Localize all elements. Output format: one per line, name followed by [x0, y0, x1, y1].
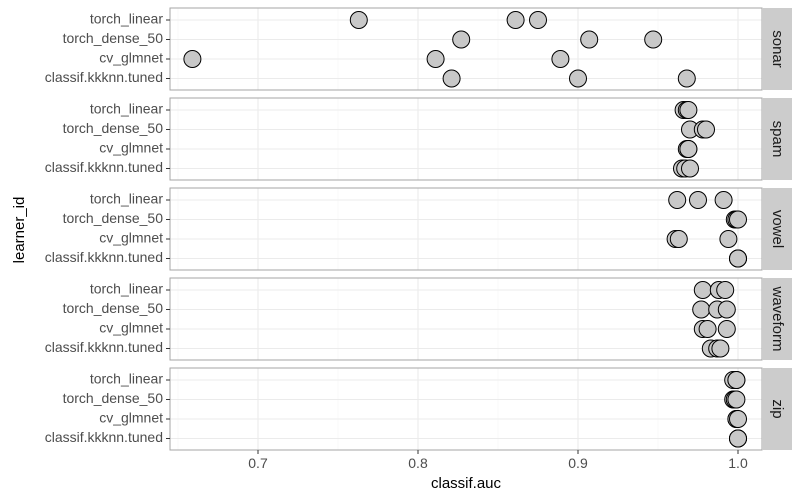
y-tick-label: cv_glmnet [99, 320, 163, 336]
y-tick-label: cv_glmnet [99, 230, 163, 246]
facet-panel-spam: spam torch_linear torch_dense_50 cv_glmnetc… [45, 97, 792, 181]
panel-background [170, 368, 762, 450]
facet-strip-label: vowel [769, 210, 786, 248]
data-point [551, 50, 570, 68]
y-tick-label: cv_glmnet [99, 140, 163, 156]
data-point [183, 50, 202, 68]
data-point [697, 120, 715, 139]
data-point [717, 320, 736, 338]
data-point [349, 11, 368, 29]
data-point [677, 69, 696, 88]
data-point [569, 69, 587, 88]
data-point [689, 191, 707, 209]
facet-panel-zip: zip torch_linear torch_dense_50 cv_glmnetcl… [45, 367, 792, 451]
data-point [668, 191, 687, 209]
y-tick-label: cv_glmnet [99, 50, 163, 66]
data-point [506, 11, 525, 29]
y-tick-label: classif.kkknn.tuned [45, 249, 163, 265]
facet-strip-label: spam [769, 121, 786, 158]
facet-strip [762, 188, 792, 270]
y-tick-label: torch_dense_50 [63, 30, 164, 46]
facet-strip [762, 278, 792, 360]
data-point [669, 230, 688, 248]
data-point [529, 11, 547, 29]
facet-strip [762, 8, 792, 90]
y-tick-label: classif.kkknn.tuned [45, 159, 163, 175]
data-point [727, 390, 746, 409]
x-axis: 0.7 0.8 0.9 1.0 [248, 450, 748, 471]
data-point [442, 69, 461, 88]
y-tick-label: classif.kkknn.tuned [45, 339, 163, 355]
facet-strip-label: sonar [769, 30, 786, 68]
y-tick-label: torch_linear [90, 11, 163, 27]
data-point [681, 159, 699, 178]
y-tick-label: torch_dense_50 [63, 390, 164, 406]
panel-background [170, 188, 762, 270]
data-point [711, 339, 730, 358]
x-tick-label: 1.0 [728, 455, 748, 471]
x-axis-title: classif.auc [431, 475, 502, 492]
panel-background [170, 278, 762, 360]
panels-layer: sonar torch_linear torch_dense_50 cv_glmnet… [45, 7, 792, 451]
facet-panel-sonar: sonar torch_linear torch_dense_50 cv_glmnet… [45, 7, 792, 91]
y-tick-label: torch_linear [90, 191, 163, 207]
data-point [679, 140, 698, 158]
data-point [452, 30, 471, 49]
facet-strip-label: waveform [769, 285, 786, 351]
data-point [729, 410, 747, 428]
data-point [729, 210, 747, 229]
y-tick-label: classif.kkknn.tuned [45, 69, 163, 85]
data-point [717, 300, 736, 319]
facet-strip [762, 368, 792, 450]
y-tick-label: classif.kkknn.tuned [45, 429, 163, 445]
y-tick-label: torch_dense_50 [63, 120, 164, 136]
y-axis-title: learner_id [11, 197, 28, 264]
data-point [580, 30, 599, 49]
x-tick-label: 0.8 [408, 455, 428, 471]
x-tick-label: 0.7 [248, 455, 268, 471]
y-tick-label: torch_linear [90, 371, 163, 387]
y-tick-label: torch_dense_50 [63, 300, 164, 316]
data-point [693, 281, 712, 299]
data-point [644, 30, 663, 49]
data-point [679, 101, 698, 119]
data-point [719, 230, 738, 248]
data-point [692, 300, 711, 319]
data-point [716, 281, 735, 299]
data-point [426, 50, 445, 68]
y-tick-label: torch_linear [90, 281, 163, 297]
data-point [727, 371, 746, 389]
data-point [714, 191, 733, 209]
data-point [729, 429, 747, 448]
data-point [698, 320, 717, 338]
facet-panel-vowel: vowel torch_linear torch_dense_50 cv_glmnet… [45, 187, 792, 271]
y-tick-label: cv_glmnet [99, 410, 163, 426]
panel-background [170, 98, 762, 180]
y-tick-label: torch_dense_50 [63, 210, 164, 226]
data-point [729, 249, 747, 268]
facet-panel-waveform: waveform torch_linear torch_dense_50 cv_glm… [45, 277, 792, 361]
panel-background [170, 8, 762, 90]
x-tick-label: 0.9 [568, 455, 588, 471]
facet-strip-label: zip [769, 399, 786, 418]
y-tick-label: torch_linear [90, 101, 163, 117]
facet-strip [762, 98, 792, 180]
